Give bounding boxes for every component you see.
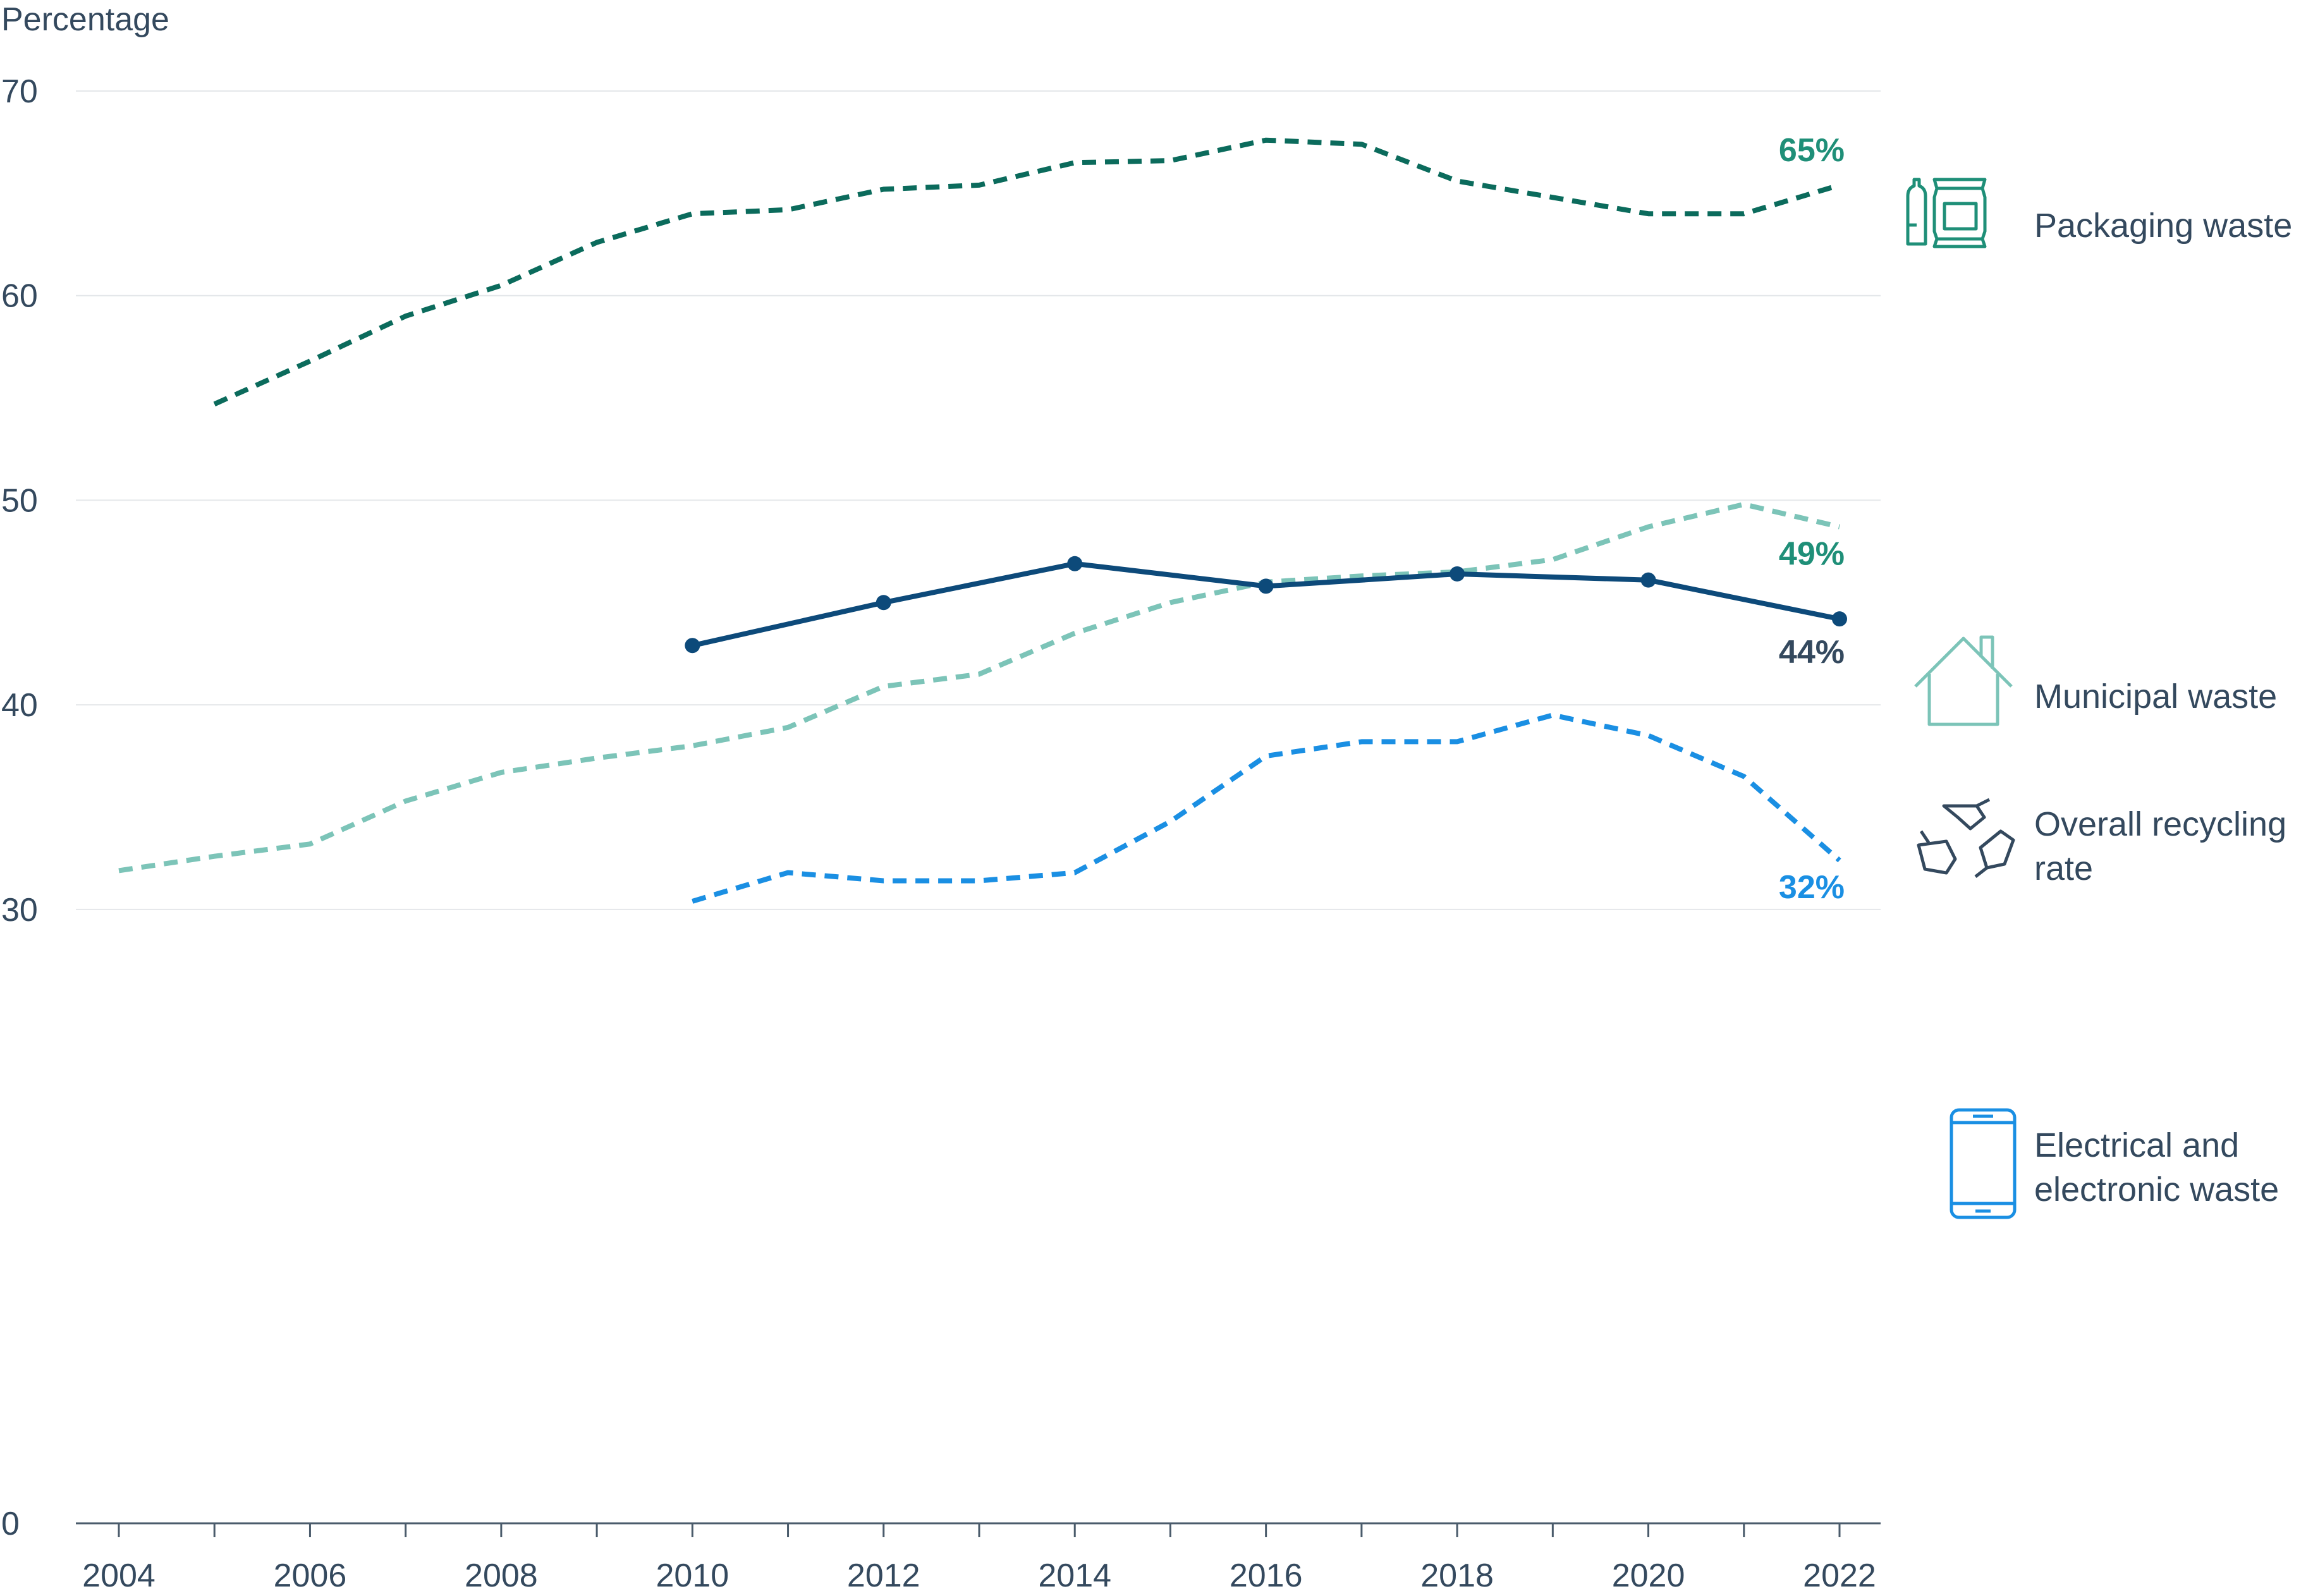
y-tick-label: 40: [1, 687, 38, 724]
y-tick-label: 30: [1, 892, 38, 929]
y-tick-label: 50: [1, 482, 38, 519]
end-label: 44%: [1779, 634, 1845, 671]
legend-label: Electrical and: [2034, 1126, 2239, 1164]
x-tick-label: 2016: [1230, 1557, 1303, 1594]
y-axis-title: Percentage: [1, 1, 169, 38]
data-point: [1832, 611, 1847, 627]
label-layer: 65% 49% 44% 32%: [1779, 132, 1845, 906]
packaging-icon: [1906, 178, 1987, 248]
legend-label: electronic waste: [2034, 1171, 2279, 1209]
grid-layer: [76, 90, 1881, 910]
series-line-house: [118, 501, 1840, 874]
y-tick-label: 0: [1, 1506, 20, 1542]
data-point: [1067, 556, 1083, 571]
data-point: [1640, 572, 1656, 588]
legend-label: Municipal waste: [2034, 678, 2277, 716]
x-tick-label: 2018: [1420, 1557, 1494, 1594]
recycle-icon: [1917, 798, 2015, 878]
legend-label: Overall recycling: [2034, 805, 2286, 843]
x-tick-label: 2014: [1038, 1557, 1111, 1594]
data-point: [876, 595, 891, 611]
series-line-packaging: [213, 137, 1841, 406]
data-point: [1258, 578, 1274, 594]
y-tick-label: 70: [1, 73, 38, 110]
x-tick-label: 2006: [274, 1557, 347, 1594]
data-point: [685, 638, 700, 654]
data-point: [1449, 566, 1465, 582]
x-tick-label: 2020: [1612, 1557, 1685, 1594]
x-tick-label: 2008: [465, 1557, 538, 1594]
smartphone-icon: [1950, 1108, 2017, 1219]
series-line-recycle: [692, 561, 1840, 649]
end-label: 49%: [1779, 536, 1845, 573]
end-label: 65%: [1779, 132, 1845, 169]
series-layer: [118, 137, 1847, 904]
house-icon: [1914, 635, 2013, 726]
x-tick-label: 2022: [1803, 1557, 1876, 1594]
axis-layer: 0 30 40 50 60 70 2004 2006 2008 2010 2012 2014 2016 2…: [1, 73, 1881, 1594]
legend-label: Packaging waste: [2034, 207, 2292, 245]
y-tick-label: 60: [1, 278, 38, 315]
legend-layer: Packaging waste Municipal waste Overall re…: [1906, 178, 2292, 1219]
x-tick-label: 2004: [82, 1557, 156, 1594]
legend-label: rate: [2034, 850, 2093, 887]
end-label: 32%: [1779, 869, 1845, 906]
x-tick-label: 2012: [847, 1557, 920, 1594]
x-tick-label: 2010: [656, 1557, 729, 1594]
series-line-smartphone: [692, 712, 1841, 904]
